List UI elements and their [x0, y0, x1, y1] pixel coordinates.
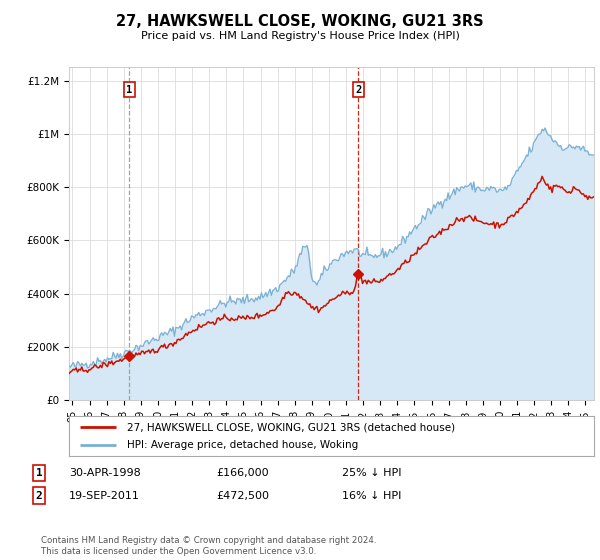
Text: Contains HM Land Registry data © Crown copyright and database right 2024.
This d: Contains HM Land Registry data © Crown c…: [41, 536, 376, 556]
Text: Price paid vs. HM Land Registry's House Price Index (HPI): Price paid vs. HM Land Registry's House …: [140, 31, 460, 41]
Text: 2: 2: [35, 491, 43, 501]
Text: 25% ↓ HPI: 25% ↓ HPI: [342, 468, 401, 478]
Text: £166,000: £166,000: [216, 468, 269, 478]
Text: HPI: Average price, detached house, Woking: HPI: Average price, detached house, Woki…: [127, 440, 358, 450]
Text: £472,500: £472,500: [216, 491, 269, 501]
Text: 27, HAWKSWELL CLOSE, WOKING, GU21 3RS: 27, HAWKSWELL CLOSE, WOKING, GU21 3RS: [116, 14, 484, 29]
Text: 19-SEP-2011: 19-SEP-2011: [69, 491, 140, 501]
Text: 27, HAWKSWELL CLOSE, WOKING, GU21 3RS (detached house): 27, HAWKSWELL CLOSE, WOKING, GU21 3RS (d…: [127, 422, 455, 432]
Text: 2: 2: [355, 85, 361, 95]
Text: 30-APR-1998: 30-APR-1998: [69, 468, 141, 478]
Text: 1: 1: [126, 85, 133, 95]
Text: 1: 1: [35, 468, 43, 478]
Text: 16% ↓ HPI: 16% ↓ HPI: [342, 491, 401, 501]
